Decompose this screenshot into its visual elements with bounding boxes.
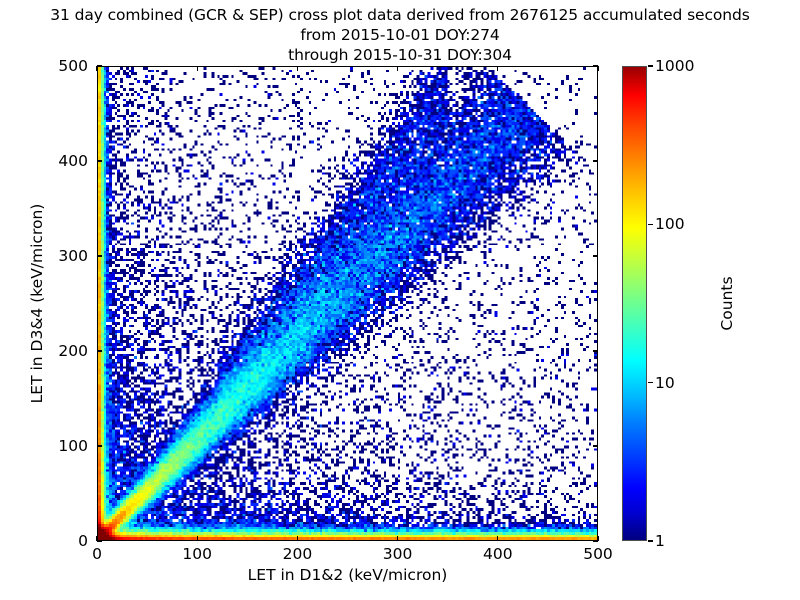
x-tick-mark-top [196,66,198,71]
x-tick-mark [597,536,599,541]
y-tick-label: 400 [58,152,88,170]
x-axis-label: LET in D1&2 (keV/micron) [247,566,448,584]
x-tick-mark-top [96,66,98,71]
x-tick-mark [497,536,499,541]
y-axis-label: LET in D3&4 (keV/micron) [28,203,46,404]
x-tick-label: 500 [583,545,613,563]
x-tick-mark-top [296,66,299,71]
chart-title: 31 day combined (GCR & SEP) cross plot d… [0,6,800,65]
title-line-2: from 2015-10-01 DOY:274 [300,25,500,44]
x-tick-mark [396,536,399,541]
colorbar-tick-mark [648,540,653,542]
colorbar-tick-mark [648,223,653,225]
y-tick-mark-right [593,350,598,352]
colorbar-gradient [622,66,647,541]
y-tick-mark-right [593,65,598,67]
title-line-3: through 2015-10-31 DOY:304 [288,45,512,64]
y-tick-mark-right [593,540,598,542]
colorbar-tick-label: 1 [655,532,665,550]
colorbar-tick-mark [648,65,653,67]
x-tick-mark-top [597,66,599,71]
y-tick-mark-right [593,445,598,447]
x-tick-mark-top [396,66,399,71]
y-tick-mark [97,65,102,67]
y-tick-label: 500 [58,57,88,75]
y-tick-mark [97,350,102,352]
density-heatmap [98,67,597,540]
x-tick-mark [96,536,98,541]
plot-area[interactable] [97,66,598,541]
y-tick-mark-right [593,160,598,162]
x-tick-mark [296,536,299,541]
y-tick-mark [97,540,102,542]
y-tick-label: 100 [58,437,88,455]
y-tick-label: 200 [58,342,88,360]
x-tick-mark-top [497,66,499,71]
x-tick-label: 300 [382,545,413,563]
x-tick-mark [196,536,198,541]
colorbar[interactable] [622,66,647,541]
colorbar-tick-label: 1000 [655,57,695,75]
colorbar-tick-label: 100 [655,215,685,234]
x-tick-label: 0 [92,545,102,563]
y-tick-mark [97,255,102,257]
title-line-1: 31 day combined (GCR & SEP) cross plot d… [50,6,750,24]
colorbar-label: Counts [718,276,736,331]
x-tick-label: 200 [282,545,313,563]
y-tick-label: 0 [78,532,88,550]
colorbar-tick-mark [648,382,653,384]
y-tick-mark-right [593,255,598,257]
x-tick-label: 400 [483,545,513,563]
y-tick-mark [97,445,102,447]
colorbar-tick-label: 10 [655,373,675,392]
y-tick-mark [97,160,102,162]
x-tick-label: 100 [182,545,212,563]
y-tick-label: 300 [58,247,88,265]
